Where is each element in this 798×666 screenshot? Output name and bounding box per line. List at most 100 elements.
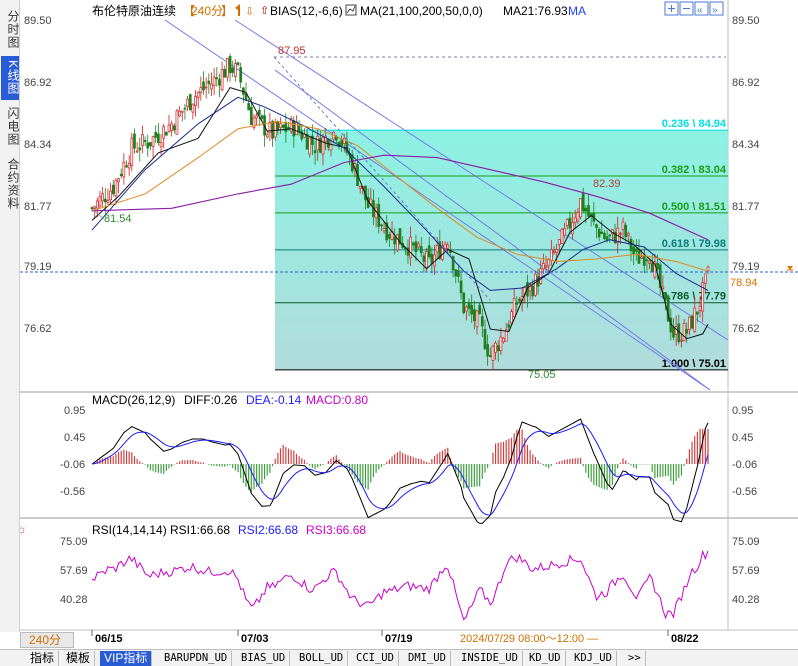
fib-level-label: 0.618 \ 79.98 <box>662 238 726 250</box>
candle <box>234 59 237 82</box>
tab-contract-info[interactable]: 合约资料 <box>6 158 20 210</box>
candle <box>573 209 577 229</box>
candle <box>626 231 630 245</box>
right-arrow-icon[interactable] <box>709 1 724 16</box>
candle <box>563 222 566 239</box>
tab-cci[interactable]: CCI_UD <box>352 651 399 666</box>
candle <box>279 117 282 134</box>
candle <box>446 241 450 255</box>
rsi-line <box>91 549 709 621</box>
candle <box>645 257 649 271</box>
svg-text:-0.56: -0.56 <box>60 486 85 498</box>
candle <box>109 182 112 204</box>
candle <box>680 333 683 348</box>
left-arrow-icon[interactable] <box>694 1 709 16</box>
candle <box>180 110 184 122</box>
candle <box>417 241 420 250</box>
candle <box>385 215 389 243</box>
period-selector[interactable]: 240分 ▲ <box>20 632 74 661</box>
candle <box>340 135 343 152</box>
tab-more[interactable]: >> <box>624 651 646 666</box>
candle <box>114 178 118 206</box>
tab-inside[interactable]: INSIDE_UD <box>457 651 523 666</box>
ma-short-line <box>91 87 709 340</box>
candle <box>133 128 136 154</box>
svg-text:79.19: 79.19 <box>732 261 760 273</box>
svg-text:06/15: 06/15 <box>95 633 123 645</box>
candle <box>382 222 386 234</box>
candle <box>135 142 139 154</box>
macd-title: MACD(26,12,9) <box>92 393 175 407</box>
candle <box>441 241 444 262</box>
candle <box>510 309 513 325</box>
tab-barupdn[interactable]: BARUPDN_UD <box>160 651 233 666</box>
candle <box>504 322 508 342</box>
tab-bias[interactable]: BIAS_UD <box>237 651 291 666</box>
tab-vip-indicators[interactable]: VIP指标 <box>100 651 153 666</box>
candle <box>308 137 312 158</box>
tab-flash-chart[interactable]: 闪电图 <box>6 106 20 146</box>
tab-dmi[interactable]: DMI_UD <box>404 651 451 666</box>
chevron-down-icon[interactable]: ⇩ <box>245 6 254 18</box>
candle <box>178 106 181 118</box>
candle <box>478 301 482 315</box>
period-label[interactable]: 240分 <box>191 4 223 18</box>
fibonacci-retracement[interactable]: 0.236 \ 84.94 0.382 \ 83.04 0.500 \ 81.51 0… <box>275 118 728 371</box>
tab-indicators[interactable]: 指标 <box>26 651 60 666</box>
candle <box>268 112 272 142</box>
settings-icon[interactable]: ☼ <box>20 522 27 536</box>
candle <box>624 222 628 242</box>
candle <box>685 322 689 344</box>
svg-text:»: » <box>712 5 718 16</box>
candle <box>587 194 590 218</box>
tab-kd[interactable]: KD_UD <box>525 651 566 666</box>
trend-channel[interactable] <box>164 19 729 391</box>
candle <box>167 114 171 134</box>
candle <box>629 236 633 262</box>
chart-canvas[interactable]: 布伦特原油连续 【 240分 】 ⇩ ⇧ BIAS(12,-6,6) MA(21… <box>20 0 798 649</box>
candle <box>101 186 104 207</box>
tab-kdj[interactable]: KDJ_UD <box>570 651 617 666</box>
svg-text:-0.06: -0.06 <box>732 459 757 471</box>
candle <box>470 294 474 323</box>
candle <box>502 336 505 344</box>
candle <box>305 128 309 150</box>
tab-boll[interactable]: BOLL_UD <box>295 651 349 666</box>
candle <box>202 71 205 95</box>
candle <box>414 234 418 261</box>
candle <box>560 227 564 244</box>
candle <box>119 168 123 179</box>
candle <box>252 113 256 131</box>
candle <box>555 243 559 265</box>
candle <box>215 67 219 87</box>
candle <box>597 227 601 242</box>
candle <box>103 187 107 214</box>
cursor-time-label: 2024/07/29 08:00～12:00 ― <box>460 633 598 645</box>
candle <box>472 300 476 330</box>
candle <box>130 132 134 172</box>
candle <box>228 53 232 82</box>
candle <box>210 72 213 96</box>
candle <box>106 188 110 205</box>
swing-high-annotation: 82.39 <box>593 178 621 190</box>
candle <box>191 103 195 120</box>
svg-text:08/22: 08/22 <box>671 633 699 645</box>
svg-text:84.34: 84.34 <box>732 139 760 151</box>
candle <box>218 73 221 98</box>
ma-slow-line <box>91 154 709 241</box>
candle <box>499 327 503 355</box>
candle <box>435 236 439 260</box>
tab-time-chart[interactable]: 分时图 <box>6 9 20 49</box>
candle <box>454 268 458 284</box>
candle <box>698 296 702 318</box>
candle <box>194 89 197 117</box>
svg-text:86.92: 86.92 <box>24 77 52 89</box>
tab-kline-chart[interactable]: K线图 <box>1 56 20 100</box>
tab-templates[interactable]: 模板 <box>62 651 96 666</box>
candle <box>281 124 285 130</box>
svg-text:0.95: 0.95 <box>732 405 753 417</box>
svg-text:57.69: 57.69 <box>732 565 760 577</box>
ma-label: MA <box>568 4 586 18</box>
candle <box>311 124 314 156</box>
candle <box>223 65 227 78</box>
